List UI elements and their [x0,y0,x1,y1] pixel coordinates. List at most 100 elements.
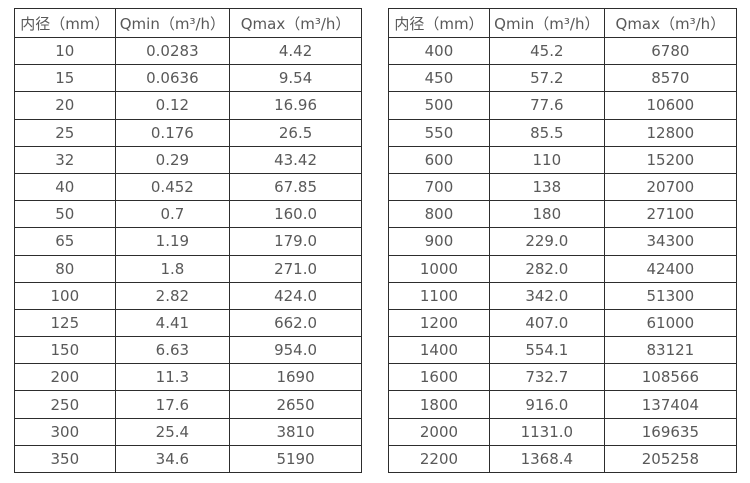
table-cell: 125 [14,308,116,338]
table-row: 350 34.6 5190 [14,444,362,474]
table-cell: 100 [14,281,116,310]
table-cell: 5190 [229,444,362,474]
table-cell: 17.6 [114,390,231,419]
table-row: 100 2.82 424.0 [14,281,362,310]
table-row: 600 110 15200 [388,145,738,174]
table-cell: 350 [14,444,116,474]
table-cell: 554.1 [488,336,605,365]
table-cell: 20 [14,91,116,120]
table-cell: 20700 [603,172,738,202]
table-cell: 700 [388,172,490,202]
table-row: 32 0.29 43.42 [14,145,362,174]
table-cell: 1100 [388,281,490,310]
table-cell: 4.42 [229,36,362,66]
table-cell: 0.29 [114,145,231,174]
table-cell: 10600 [603,91,738,120]
table-cell: 0.452 [114,172,231,202]
table-cell: 1600 [388,363,490,392]
table-cell: 179.0 [229,227,362,256]
column-header-qmin: Qmin（m³/h） [488,8,605,38]
table-cell: 954.0 [229,336,362,365]
table-row: 1100 342.0 51300 [388,281,738,310]
table-cell: 61000 [603,308,738,338]
table-cell: 1131.0 [488,417,605,446]
table-cell: 2000 [388,417,490,446]
table-row: 65 1.19 179.0 [14,227,362,256]
table-cell: 65 [14,227,116,256]
table-cell: 42400 [603,254,738,283]
table-cell: 11.3 [114,363,231,392]
table-row: 40 0.452 67.85 [14,172,362,202]
table-cell: 424.0 [229,281,362,310]
table-row: 300 25.4 3810 [14,417,362,446]
table-cell: 67.85 [229,172,362,202]
table-row: 500 77.6 10600 [388,91,738,120]
table-cell: 450 [388,64,490,93]
table-cell: 1.19 [114,227,231,256]
table-cell: 16.96 [229,91,362,120]
table-cell: 271.0 [229,254,362,283]
table-cell: 8570 [603,64,738,93]
table-cell: 85.5 [488,118,605,147]
table-cell: 51300 [603,281,738,310]
column-header-qmax: Qmax（m³/h） [603,8,738,38]
table-cell: 169635 [603,417,738,446]
table-cell: 407.0 [488,308,605,338]
table-cell: 1400 [388,336,490,365]
table-row: 450 57.2 8570 [388,64,738,93]
table-cell: 10 [14,36,116,66]
table-cell: 6.63 [114,336,231,365]
table-cell: 9.54 [229,64,362,93]
table-cell: 0.12 [114,91,231,120]
table-cell: 342.0 [488,281,605,310]
table-cell: 25 [14,118,116,147]
table-cell: 26.5 [229,118,362,147]
table-row: 1800 916.0 137404 [388,390,738,419]
table-row: 2200 1368.4 205258 [388,444,738,474]
table-cell: 600 [388,145,490,174]
table-cell: 205258 [603,444,738,474]
table-row: 400 45.2 6780 [388,36,738,66]
table-row: 1400 554.1 83121 [388,336,738,365]
table-cell: 160.0 [229,200,362,229]
table-row: 150 6.63 954.0 [14,336,362,365]
table-cell: 77.6 [488,91,605,120]
table-cell: 2650 [229,390,362,419]
table-cell: 2200 [388,444,490,474]
table-row: 1000 282.0 42400 [388,254,738,283]
table-cell: 25.4 [114,417,231,446]
table-cell: 229.0 [488,227,605,256]
table-cell: 138 [488,172,605,202]
table-row: 50 0.7 160.0 [14,200,362,229]
table-cell: 108566 [603,363,738,392]
table-cell: 916.0 [488,390,605,419]
table-row: 15 0.0636 9.54 [14,64,362,93]
header-row: 内径（mm） Qmin（m³/h） Qmax（m³/h） [14,8,362,38]
table-row: 20 0.12 16.96 [14,91,362,120]
table-cell: 0.0636 [114,64,231,93]
table-cell: 1800 [388,390,490,419]
column-header-qmax: Qmax（m³/h） [229,8,362,38]
header-row: 内径（mm） Qmin（m³/h） Qmax（m³/h） [388,8,738,38]
table-cell: 12800 [603,118,738,147]
table-body: 400 45.2 6780 450 57.2 8570 500 77.6 10600 550 85.… [388,36,738,474]
table-row: 125 4.41 662.0 [14,308,362,338]
table-row: 250 17.6 2650 [14,390,362,419]
table-cell: 43.42 [229,145,362,174]
table-cell: 50 [14,200,116,229]
table-row: 2000 1131.0 169635 [388,417,738,446]
table-cell: 3810 [229,417,362,446]
table-cell: 27100 [603,200,738,229]
flow-rate-table-small-diameters: 内径（mm） Qmin（m³/h） Qmax（m³/h） 10 0.0283 4.4… [14,8,362,474]
table-row: 1600 732.7 108566 [388,363,738,392]
table-cell: 1690 [229,363,362,392]
table-cell: 1200 [388,308,490,338]
table-cell: 80 [14,254,116,283]
table-cell: 400 [388,36,490,66]
table-cell: 32 [14,145,116,174]
column-header-qmin: Qmin（m³/h） [114,8,231,38]
column-header-diameter: 内径（mm） [388,8,490,38]
table-cell: 800 [388,200,490,229]
table-row: 550 85.5 12800 [388,118,738,147]
